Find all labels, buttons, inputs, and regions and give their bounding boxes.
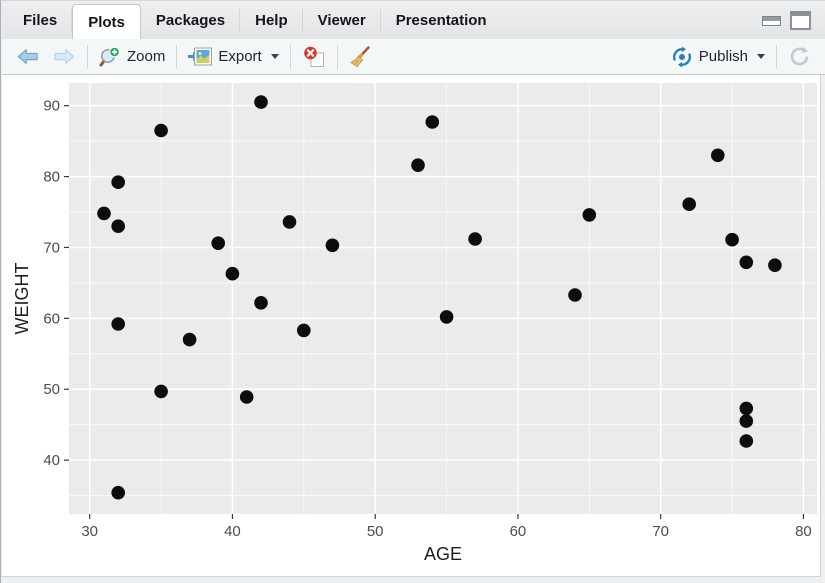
x-tick-label: 70 bbox=[652, 523, 669, 540]
refresh-button[interactable] bbox=[782, 42, 817, 71]
pane-tab-bar: Files Plots Packages Help Viewer Present… bbox=[2, 2, 825, 39]
data-point bbox=[297, 323, 311, 338]
tab-label: Viewer bbox=[317, 12, 366, 29]
data-point bbox=[182, 332, 197, 347]
data-point bbox=[239, 390, 254, 404]
scatter-plot: 30 40 50 60 70 80 40 50 60 70 80 90 AGE WEIGHT bbox=[12, 83, 817, 564]
data-point bbox=[739, 255, 754, 270]
data-point bbox=[568, 288, 582, 302]
chevron-down-icon bbox=[270, 54, 279, 59]
x-tick-label: 30 bbox=[81, 523, 98, 540]
red-x-page-icon bbox=[303, 46, 324, 67]
forward-button[interactable] bbox=[46, 44, 82, 70]
data-point bbox=[739, 414, 754, 428]
remove-plot-button[interactable] bbox=[296, 43, 332, 71]
toolbar-separator bbox=[336, 44, 338, 69]
plots-toolbar: Zoom Export bbox=[2, 39, 825, 75]
zoom-button-label: Zoom bbox=[127, 48, 166, 65]
tab-strip: Files Plots Packages Help Viewer Present… bbox=[2, 2, 502, 39]
data-point bbox=[154, 384, 168, 399]
data-point bbox=[211, 236, 225, 250]
toolbar-separator bbox=[176, 44, 178, 69]
tab-label: Help bbox=[255, 12, 288, 29]
data-point bbox=[725, 232, 739, 247]
data-point bbox=[111, 317, 125, 331]
y-tick-label: 60 bbox=[43, 310, 60, 327]
data-point bbox=[111, 219, 125, 233]
data-point bbox=[682, 197, 696, 211]
data-point bbox=[739, 401, 754, 416]
x-tick-label: 80 bbox=[795, 523, 812, 540]
tab-plots[interactable]: Plots bbox=[72, 4, 141, 39]
y-tick-label: 50 bbox=[43, 381, 60, 398]
minimize-icon[interactable] bbox=[762, 15, 781, 26]
y-tick-label: 90 bbox=[43, 98, 60, 115]
export-button-label: Export bbox=[218, 48, 262, 65]
plot-panel bbox=[69, 83, 817, 514]
tab-label: Files bbox=[23, 12, 58, 29]
y-axis-title: WEIGHT bbox=[12, 263, 32, 335]
maximize-icon[interactable] bbox=[790, 11, 811, 30]
back-button[interactable] bbox=[10, 44, 46, 70]
y-tick-label: 80 bbox=[43, 169, 60, 186]
y-tick-label: 70 bbox=[43, 239, 60, 256]
tab-viewer[interactable]: Viewer bbox=[303, 2, 381, 39]
publish-swirl-icon bbox=[672, 46, 691, 67]
chevron-down-icon bbox=[757, 54, 765, 59]
publish-button[interactable]: Publish bbox=[665, 43, 771, 71]
data-point bbox=[439, 310, 454, 324]
image-export-icon bbox=[188, 47, 213, 65]
tab-presentation[interactable]: Presentation bbox=[381, 2, 502, 39]
x-tick-label: 60 bbox=[510, 523, 527, 540]
data-point bbox=[254, 296, 268, 310]
data-point bbox=[325, 238, 340, 253]
data-point bbox=[111, 175, 125, 189]
toolbar-separator bbox=[289, 44, 291, 69]
arrow-right-icon bbox=[54, 48, 75, 64]
data-point bbox=[411, 158, 425, 172]
arrow-left-icon bbox=[17, 48, 38, 64]
y-tick-label: 40 bbox=[43, 452, 60, 469]
zoom-button[interactable]: Zoom bbox=[93, 43, 171, 71]
clear-all-plots-button[interactable] bbox=[343, 43, 377, 71]
publish-button-label: Publish bbox=[698, 48, 748, 65]
tab-files[interactable]: Files bbox=[8, 2, 73, 39]
data-point bbox=[711, 148, 725, 163]
data-point bbox=[282, 215, 297, 229]
data-point bbox=[154, 123, 168, 138]
data-point bbox=[97, 206, 111, 221]
plot-display-area: 30 40 50 60 70 80 40 50 60 70 80 90 AGE WEIGHT bbox=[2, 75, 821, 577]
export-button[interactable]: Export bbox=[182, 44, 284, 70]
x-axis-title: AGE bbox=[424, 544, 462, 564]
pane-window-controls bbox=[762, 2, 825, 39]
data-point bbox=[425, 115, 440, 129]
data-point bbox=[768, 258, 782, 272]
magnifier-plus-icon bbox=[99, 46, 120, 66]
data-point bbox=[225, 266, 240, 281]
toolbar-separator bbox=[87, 44, 88, 69]
toolbar-separator bbox=[776, 44, 777, 69]
data-point bbox=[739, 434, 754, 448]
tab-packages[interactable]: Packages bbox=[141, 2, 241, 39]
data-point bbox=[111, 485, 125, 500]
refresh-icon bbox=[790, 46, 809, 66]
tab-label: Packages bbox=[155, 12, 226, 29]
x-tick-label: 40 bbox=[224, 523, 241, 540]
data-point bbox=[582, 208, 597, 222]
x-tick-label: 50 bbox=[367, 523, 384, 540]
tab-help[interactable]: Help bbox=[240, 2, 303, 39]
tab-label: Plots bbox=[88, 13, 125, 31]
tab-label: Presentation bbox=[395, 12, 487, 29]
data-point bbox=[254, 95, 268, 109]
data-point bbox=[468, 232, 482, 246]
broom-icon bbox=[349, 45, 370, 67]
